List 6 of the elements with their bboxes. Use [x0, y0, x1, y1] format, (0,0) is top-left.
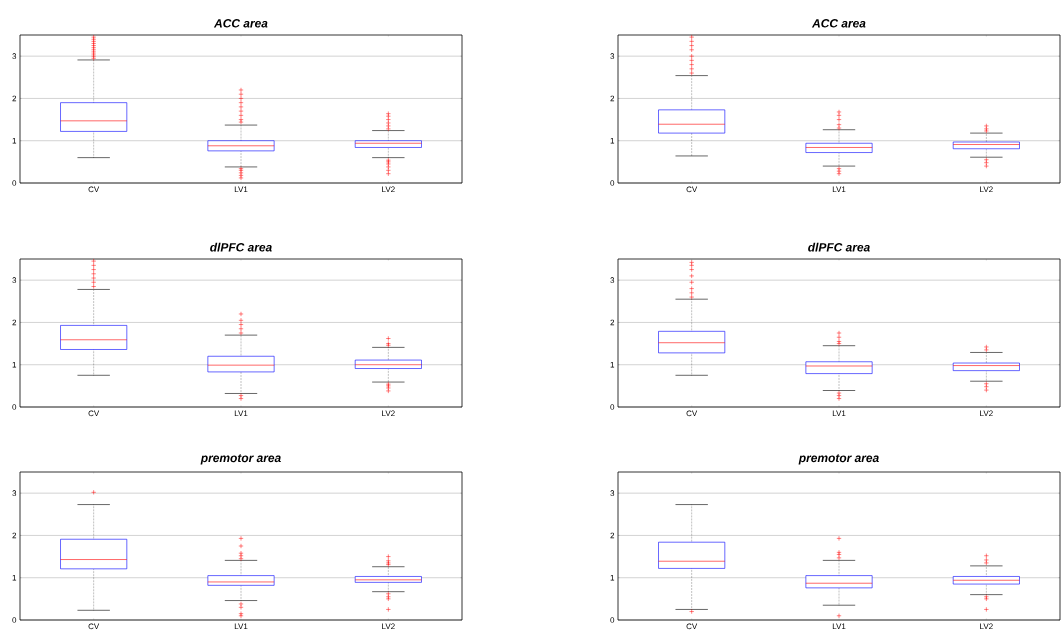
chart-title: dlPFC area — [210, 242, 272, 252]
chart-title: premotor area — [200, 454, 281, 465]
chart-title: premotor area — [798, 454, 879, 465]
chart-title: ACC area — [811, 19, 866, 28]
chart-title: ACC area — [213, 19, 268, 28]
chart-title: dlPFC area — [808, 242, 870, 252]
